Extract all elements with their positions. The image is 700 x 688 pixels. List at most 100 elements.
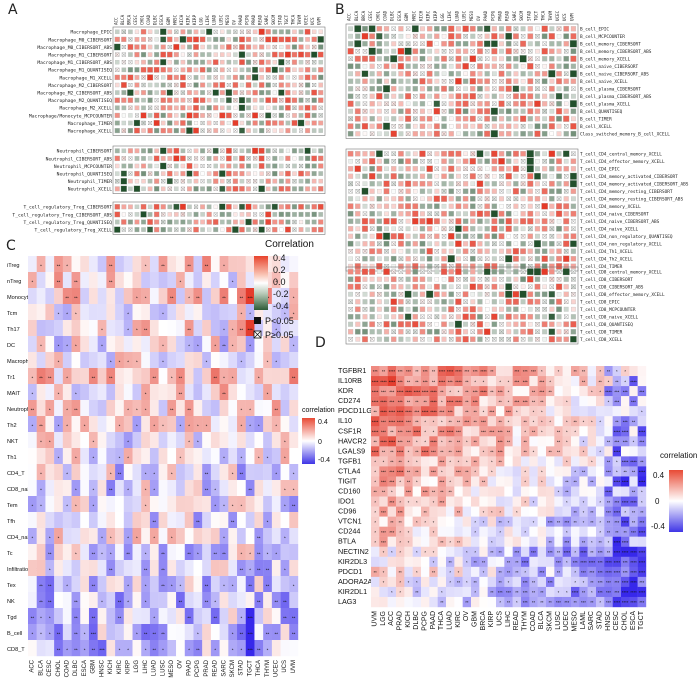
significance-mark: *: [119, 456, 121, 461]
heat-cell: [587, 406, 597, 417]
heat-cell: [612, 496, 622, 507]
heat-cell: [279, 148, 284, 154]
nonsig-cross: [285, 163, 290, 169]
heat-cell: [292, 128, 297, 133]
heat-cell: [245, 416, 255, 433]
heat-cell: [184, 512, 194, 529]
heat-cell: [462, 456, 472, 467]
heat-cell: [477, 299, 483, 305]
heat-cell: [637, 516, 647, 527]
heat-cell: [571, 486, 580, 497]
significance-mark: **: [449, 450, 453, 455]
nonsig-cross: [405, 299, 411, 305]
heat-cell: [412, 466, 422, 477]
heat-cell: [176, 544, 185, 561]
heat-cell: [479, 426, 488, 437]
heat-cell: [147, 212, 153, 217]
heat-cell: [448, 188, 454, 195]
heat-cell: [549, 203, 555, 209]
heat-cell: [304, 112, 311, 119]
column-label: SARC: [264, 14, 269, 25]
heat-cell: [202, 640, 212, 657]
heat-cell: [462, 116, 469, 122]
heat-cell: [159, 162, 167, 170]
heat-cell: [354, 165, 362, 172]
heat-cell: [471, 516, 480, 527]
heat-cell: [193, 576, 203, 593]
heat-cell: [496, 446, 505, 457]
heat-cell: [448, 196, 454, 202]
heat-cell: [570, 210, 577, 217]
heat-cell: [291, 44, 298, 50]
significance-mark: **: [153, 632, 157, 637]
heat-cell: [289, 368, 299, 385]
significance-mark: ****: [372, 379, 379, 384]
heat-cell: [454, 486, 463, 497]
significance-mark: **: [590, 480, 594, 485]
row-label: B_cell_plasma_CIBERSORT_ABS: [580, 94, 652, 100]
heat-cell: [379, 376, 388, 387]
heat-cell: [527, 41, 533, 47]
heat-cell: [115, 288, 125, 305]
nonsig-cross: [398, 226, 404, 231]
nonsig-cross: [477, 204, 483, 209]
heat-cell: [184, 416, 194, 433]
significance-mark: **: [632, 510, 636, 515]
significance-mark: ***: [614, 440, 619, 445]
heat-cell: [455, 26, 461, 32]
significance-mark: ****: [439, 379, 446, 384]
heat-cell: [305, 227, 310, 232]
significance-mark: *: [214, 600, 216, 605]
heat-cell: [571, 466, 580, 477]
heat-cell: [245, 336, 255, 353]
heat-cell: [265, 29, 271, 35]
heat-cell: [587, 486, 597, 497]
heat-cell: [629, 426, 638, 437]
heat-cell: [355, 196, 361, 202]
heat-cell: [534, 123, 541, 130]
heat-cell: [504, 506, 513, 517]
heat-cell: [549, 93, 555, 99]
heat-cell: [556, 41, 562, 47]
heat-cell: [446, 476, 455, 487]
significance-mark: *: [458, 389, 460, 394]
heat-cell: [477, 40, 483, 47]
heat-cell: [355, 151, 361, 157]
significance-mark: *: [284, 456, 286, 461]
heat-cell: [226, 128, 231, 133]
heat-cell: [454, 496, 463, 507]
significance-mark: **: [457, 510, 461, 515]
heat-cell: [219, 219, 225, 225]
heat-cell: [106, 432, 116, 449]
heat-cell: [521, 366, 530, 377]
heat-cell: [537, 476, 547, 487]
heat-cell: [429, 366, 438, 377]
significance-mark: **: [240, 296, 244, 301]
significance-mark: ***: [623, 419, 628, 424]
heat-cell: [487, 476, 497, 487]
significance-mark: *: [241, 648, 243, 653]
heat-cell: [504, 386, 513, 397]
column-label: CHOL: [56, 659, 62, 676]
heat-cell: [239, 219, 245, 225]
heat-cell: [132, 448, 142, 465]
heat-cell: [396, 376, 405, 387]
heat-cell: [419, 306, 426, 312]
heat-cell: [237, 608, 246, 625]
heat-cell: [167, 204, 173, 210]
heat-cell: [347, 150, 354, 157]
heat-cell: [437, 366, 447, 377]
nonsig-cross: [398, 124, 404, 129]
heat-cell: [563, 211, 569, 217]
heat-cell: [448, 211, 454, 217]
heat-cell: [419, 248, 426, 254]
heat-cell: [80, 432, 90, 449]
heat-cell: [206, 67, 212, 73]
heat-cell: [28, 400, 37, 417]
heat-cell: [542, 101, 548, 107]
heat-cell: [318, 74, 324, 81]
heat-cell: [529, 376, 538, 387]
heat-cell: [477, 63, 483, 70]
significance-mark: *: [40, 264, 42, 269]
heat-cell: [434, 86, 440, 92]
